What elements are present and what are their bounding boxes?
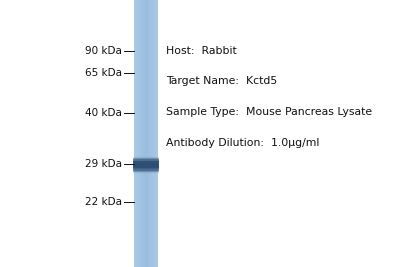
Text: Sample Type:  Mouse Pancreas Lysate: Sample Type: Mouse Pancreas Lysate [166,107,372,117]
Bar [133,155,159,157]
Bar [143,0,144,267]
Bar [137,0,138,267]
Bar [133,152,159,154]
Bar [133,172,159,174]
Bar [133,151,159,154]
Bar [133,178,159,181]
Bar [133,169,159,172]
Bar [133,159,159,162]
Bar [133,159,159,162]
Bar [133,174,159,177]
Bar [133,157,159,160]
Bar [133,154,159,156]
Bar [133,166,159,168]
Bar [133,162,159,164]
Bar [133,172,159,175]
Bar [133,174,159,176]
Bar [135,0,136,267]
Bar [133,161,159,164]
Bar [150,0,151,267]
Bar [133,175,159,178]
Text: 29 kDa: 29 kDa [85,159,122,169]
Bar [146,0,147,267]
Bar [134,0,135,267]
Bar [138,0,139,267]
Bar [133,167,159,170]
Text: 22 kDa: 22 kDa [85,197,122,207]
Bar [133,153,159,156]
Bar [149,0,150,267]
Bar [133,161,159,163]
Bar [133,158,159,161]
Bar [155,0,156,267]
Bar [140,0,141,267]
Bar [139,0,140,267]
Bar [141,0,142,267]
Bar [133,155,159,158]
Text: Antibody Dilution:  1.0µg/ml: Antibody Dilution: 1.0µg/ml [166,138,319,148]
Bar [133,163,159,166]
Bar [133,177,159,180]
Bar [133,170,159,173]
Bar [133,150,159,153]
Bar [133,158,159,160]
Bar [133,161,159,168]
Text: Target Name:  Kctd5: Target Name: Kctd5 [166,76,277,87]
Bar [133,163,159,165]
Bar [133,164,159,166]
Bar [133,170,159,172]
Bar [133,150,159,152]
Bar [133,167,159,169]
Text: 40 kDa: 40 kDa [85,108,122,119]
Bar [133,152,159,155]
Bar [133,168,159,171]
Bar [133,176,159,179]
Bar [133,176,159,178]
Bar [133,165,159,167]
Bar [145,0,146,267]
Bar [154,0,155,267]
Bar [136,0,137,267]
Bar [133,171,159,174]
Bar [151,0,152,267]
Bar [133,175,159,177]
Bar [133,173,159,175]
Bar [156,0,157,267]
Bar [133,166,159,169]
Bar [133,164,159,167]
Bar [147,0,148,267]
Bar [157,0,158,267]
Bar [133,160,159,163]
Bar [133,148,159,151]
Bar [153,0,154,267]
Text: 90 kDa: 90 kDa [85,46,122,56]
Bar [133,153,159,155]
Bar [152,0,153,267]
Bar [133,149,159,152]
Bar [133,156,159,158]
Bar [133,178,159,180]
Text: Host:  Rabbit: Host: Rabbit [166,46,237,56]
Bar [142,0,143,267]
Bar [148,0,149,267]
Bar [144,0,145,267]
Bar [133,168,159,171]
Bar [133,156,159,159]
Text: 65 kDa: 65 kDa [85,68,122,78]
